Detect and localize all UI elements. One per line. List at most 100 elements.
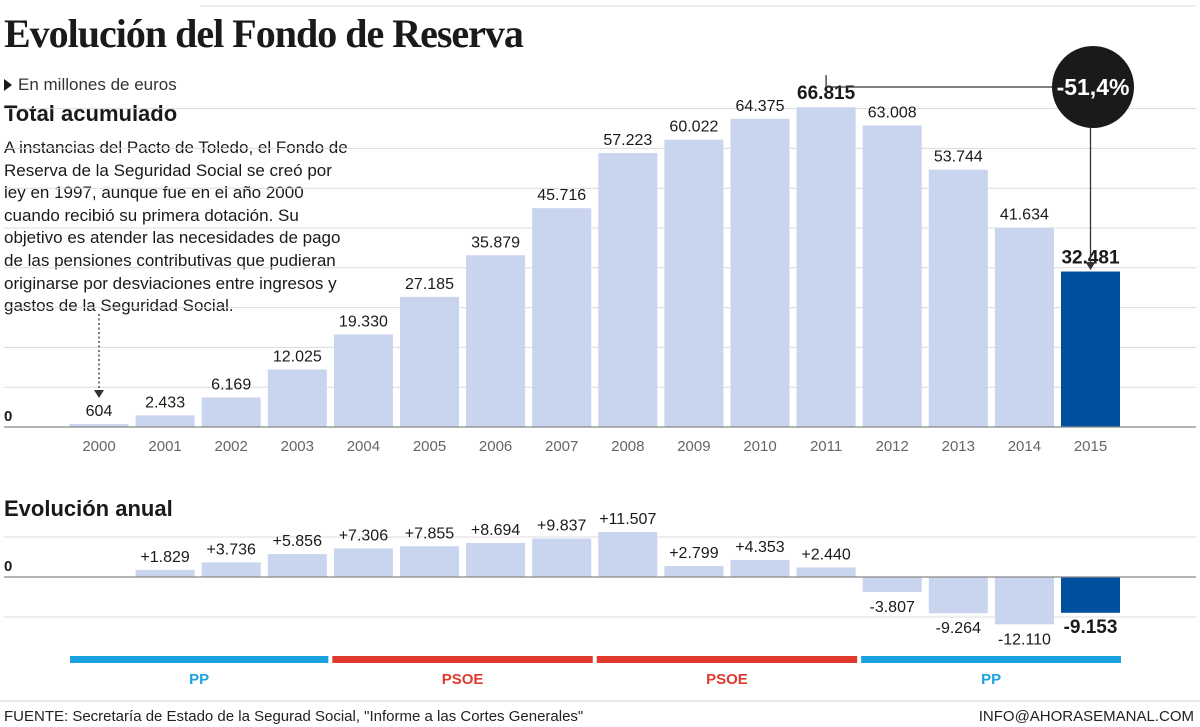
bar-total-2014	[994, 227, 1054, 427]
chart-title: Evolución del Fondo de Reserva	[4, 11, 524, 56]
value-label-total-2008: 57.223	[603, 132, 652, 149]
zero-label-bottom: 0	[4, 558, 12, 575]
bar-annual-2013	[928, 577, 988, 614]
bar-annual-2014	[994, 577, 1054, 625]
year-label-2008: 2008	[611, 438, 644, 455]
value-label-annual-2008: +11.507	[599, 511, 656, 528]
value-label-annual-2007: +9.837	[537, 518, 586, 535]
bar-annual-2006	[466, 543, 526, 577]
source-note: FUENTE: Secretaría de Estado de la Segur…	[4, 708, 584, 725]
bar-total-2015	[1061, 271, 1120, 427]
bar-total-2005	[400, 296, 459, 427]
credit-note: INFO@AHORASEMANAL.COM	[978, 708, 1194, 725]
value-label-annual-2005: +7.855	[405, 525, 454, 542]
value-label-total-2007: 45.716	[537, 187, 586, 204]
period-band-pp-0	[70, 656, 329, 663]
year-label-2000: 2000	[82, 438, 115, 455]
period-label-pp-3: PP	[981, 671, 1001, 688]
bar-total-2011	[796, 107, 856, 427]
year-label-2007: 2007	[545, 438, 578, 455]
value-label-total-2013: 53.744	[934, 149, 983, 166]
bar-total-2010	[730, 118, 790, 427]
bar-total-2013	[928, 169, 988, 427]
value-label-annual-2001: +1.829	[140, 549, 189, 566]
value-label-total-2004: 19.330	[339, 313, 388, 330]
year-label-2011: 2011	[810, 438, 842, 455]
bar-annual-2005	[400, 546, 459, 577]
annotation-connector-left	[825, 75, 1052, 88]
year-label-2012: 2012	[876, 438, 909, 455]
period-band-pp-3	[861, 656, 1121, 663]
bar-total-2007	[532, 208, 592, 427]
bar-total-2008	[598, 153, 658, 427]
annotation-arrow-icon	[1085, 262, 1096, 270]
bar-total-2003	[267, 369, 327, 427]
year-label-2010: 2010	[743, 438, 776, 455]
year-label-2001: 2001	[148, 438, 181, 455]
triangle-bullet-icon	[4, 79, 12, 91]
year-label-2005: 2005	[413, 438, 446, 455]
pointer-arrow-icon	[94, 390, 104, 398]
description-text: A instancias del Pacto de Toledo, el Fon…	[4, 138, 348, 316]
period-band-psoe-1	[332, 656, 593, 663]
percent-badge-label: -51,4%	[1057, 74, 1130, 100]
unit-note: En millones de euros	[4, 75, 177, 95]
section-title-accumulated: Total acumulado	[4, 101, 178, 126]
period-label-psoe-2: PSOE	[706, 671, 748, 688]
bar-annual-2011	[796, 567, 856, 577]
bar-annual-2007	[532, 538, 592, 577]
bar-total-2006	[466, 255, 526, 427]
bar-annual-2003	[267, 554, 327, 577]
bar-annual-2010	[730, 559, 790, 577]
bar-annual-2002	[201, 562, 261, 577]
bar-annual-2012	[862, 577, 922, 592]
value-label-annual-2010: +4.353	[735, 539, 784, 556]
year-label-2006: 2006	[479, 438, 512, 455]
value-label-total-2009: 60.022	[669, 119, 718, 136]
year-label-2014: 2014	[1008, 438, 1041, 455]
value-label-annual-2012: -3.807	[870, 599, 915, 616]
zero-label-top: 0	[4, 408, 12, 425]
bar-annual-2009	[664, 566, 724, 577]
value-label-total-2001: 2.433	[145, 394, 185, 411]
bar-annual-2001	[135, 569, 195, 577]
bar-total-2009	[664, 139, 724, 427]
bar-annual-2004	[333, 548, 393, 577]
value-label-total-2000: 604	[86, 403, 113, 420]
year-label-2013: 2013	[942, 438, 975, 455]
value-label-annual-2002: +3.736	[207, 541, 256, 558]
value-label-total-2002: 6.169	[211, 376, 251, 393]
bar-total-2000	[69, 424, 129, 427]
section-title-annual: Evolución anual	[4, 496, 173, 521]
value-label-total-2003: 12.025	[273, 348, 322, 365]
year-label-2015: 2015	[1074, 438, 1107, 455]
percent-badge	[1052, 46, 1134, 128]
bar-total-2004	[333, 334, 393, 427]
period-label-psoe-1: PSOE	[442, 671, 484, 688]
bar-annual-2008	[598, 532, 658, 577]
value-label-total-2011: 66.815	[797, 83, 856, 104]
year-label-2002: 2002	[215, 438, 248, 455]
value-label-total-2014: 41.634	[1000, 207, 1049, 224]
period-label-pp-0: PP	[189, 671, 209, 688]
value-label-annual-2006: +8.694	[471, 522, 520, 539]
value-label-annual-2003: +5.856	[273, 533, 322, 550]
value-label-total-2012: 63.008	[868, 104, 917, 121]
bar-annual-2015	[1061, 577, 1120, 613]
year-label-2003: 2003	[281, 438, 314, 455]
bar-total-2012	[862, 125, 922, 427]
year-label-2004: 2004	[347, 438, 380, 455]
bar-total-2001	[135, 415, 195, 427]
value-label-annual-2011: +2.440	[801, 546, 850, 563]
value-label-annual-2013: -9.264	[936, 620, 981, 637]
value-label-annual-2015: -9.153	[1064, 617, 1118, 638]
unit-label: En millones de euros	[18, 75, 177, 94]
period-band-psoe-2	[596, 656, 858, 663]
value-label-total-2006: 35.879	[471, 234, 520, 251]
value-label-total-2010: 64.375	[736, 98, 785, 115]
bar-total-2002	[201, 397, 261, 427]
year-label-2009: 2009	[677, 438, 710, 455]
value-label-annual-2009: +2.799	[669, 545, 718, 562]
value-label-annual-2014: -12.110	[998, 631, 1051, 648]
